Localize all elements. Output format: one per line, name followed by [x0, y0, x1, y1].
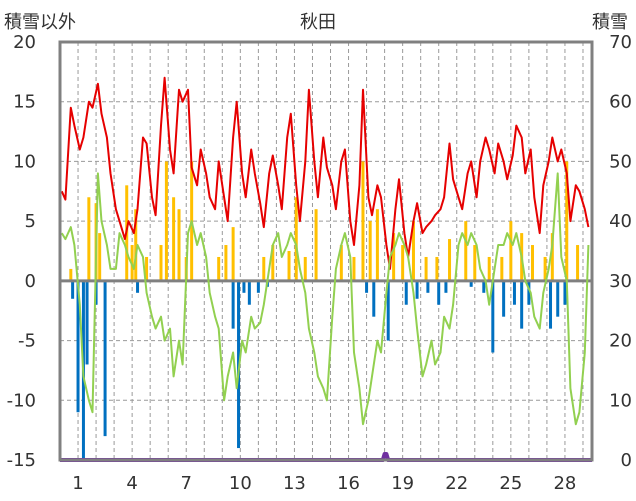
neg-bar [502, 280, 506, 317]
precip-bar [224, 245, 228, 281]
precip-bar [576, 245, 580, 281]
neg-bar [549, 280, 553, 329]
precip-bar [145, 256, 149, 281]
chart-title: 秋田 [300, 12, 336, 33]
neg-bar [444, 280, 448, 293]
y-right-tick-label: 70 [609, 32, 632, 53]
y-right-tick-label: 30 [609, 271, 632, 292]
neg-bar [556, 280, 560, 317]
neg-bar [365, 280, 369, 293]
y-right-tick-label: 10 [609, 390, 632, 411]
x-tick-label: 25 [499, 473, 522, 494]
x-tick-label: 7 [181, 473, 192, 494]
precip-bar [98, 233, 102, 281]
precip-bar [287, 251, 291, 281]
y-left-tick-label: 10 [13, 151, 36, 172]
y-left-tick-label: -10 [7, 390, 36, 411]
neg-bar [247, 280, 251, 305]
y-left-tick-label: -15 [7, 450, 36, 471]
precip-bar [500, 256, 504, 281]
y-left-tick-label: -5 [18, 331, 36, 352]
precip-bar [401, 245, 405, 281]
neg-bar [231, 280, 235, 329]
precip-bar [69, 268, 73, 281]
precip-bar [231, 227, 235, 281]
precip-bar [424, 256, 428, 281]
precip-bar [159, 245, 163, 281]
x-tick-label: 28 [553, 473, 576, 494]
precip-bar [487, 256, 491, 281]
precip-bar [303, 256, 307, 281]
y-left-tick-label: 0 [25, 271, 36, 292]
precip-bar [565, 161, 569, 281]
precip-bar [530, 245, 534, 281]
y-left-tick-label: 15 [13, 92, 36, 113]
precip-bar [172, 197, 176, 281]
precip-bar [134, 209, 138, 281]
neg-bar [482, 280, 486, 293]
precip-bar [411, 221, 415, 281]
neg-bar [372, 280, 376, 317]
precip-bar [368, 221, 372, 281]
precip-bar [448, 239, 452, 281]
precip-bar [392, 233, 396, 281]
neg-bar [103, 280, 107, 437]
neg-bar [527, 280, 531, 305]
neg-bar [85, 280, 89, 365]
x-tick-label: 22 [445, 473, 468, 494]
y-right-tick-label: 20 [609, 331, 632, 352]
neg-bar [491, 280, 495, 353]
y-right-tick-label: 60 [609, 92, 632, 113]
precip-bar [164, 161, 168, 281]
precip-bar [339, 245, 343, 281]
precip-bar [361, 161, 365, 281]
neg-bar [415, 280, 419, 299]
precip-bar [87, 197, 91, 281]
neg-bar [512, 280, 516, 305]
neg-bar [426, 280, 430, 293]
precip-bar [294, 197, 298, 281]
neg-bar [71, 280, 75, 299]
min-temp-line [60, 172, 590, 426]
left-axis-label: 積雪以外 [4, 12, 76, 33]
precip-bar [473, 245, 477, 281]
precip-bar [314, 209, 318, 281]
y-left-tick-label: 20 [13, 32, 36, 53]
neg-bar [563, 280, 567, 305]
plot-frame [58, 40, 594, 462]
neg-bar [76, 280, 80, 413]
precip-bar [509, 221, 513, 281]
x-tick-label: 10 [229, 473, 252, 494]
y-right-tick-label: 0 [621, 450, 632, 471]
neg-bar [386, 280, 390, 341]
neg-bar [520, 280, 524, 329]
neg-bar [469, 280, 473, 287]
precip-bar [435, 256, 439, 281]
precip-bar [543, 256, 547, 281]
x-tick-label: 16 [337, 473, 360, 494]
neg-bar [437, 280, 441, 305]
precip-bar [375, 209, 379, 281]
precip-bar [177, 209, 181, 281]
neg-bar [242, 280, 246, 293]
precip-bar [217, 256, 221, 281]
neg-bar [136, 280, 140, 293]
y-left-tick-label: 5 [25, 211, 36, 232]
y-right-tick-label: 40 [609, 211, 632, 232]
precip-bar [271, 245, 275, 281]
x-tick-label: 1 [72, 473, 83, 494]
x-tick-label: 19 [391, 473, 414, 494]
precip-bar [352, 256, 356, 281]
x-tick-label: 4 [126, 473, 137, 494]
y-right-tick-label: 50 [609, 151, 632, 172]
max-temp-line [60, 76, 590, 270]
neg-bar [404, 280, 408, 305]
precip-bar [464, 221, 468, 281]
neg-bar [256, 280, 260, 293]
x-tick-label: 13 [283, 473, 306, 494]
precip-bar [262, 256, 266, 281]
right-axis-label: 積雪 [592, 12, 628, 33]
precip-bar [550, 233, 554, 281]
